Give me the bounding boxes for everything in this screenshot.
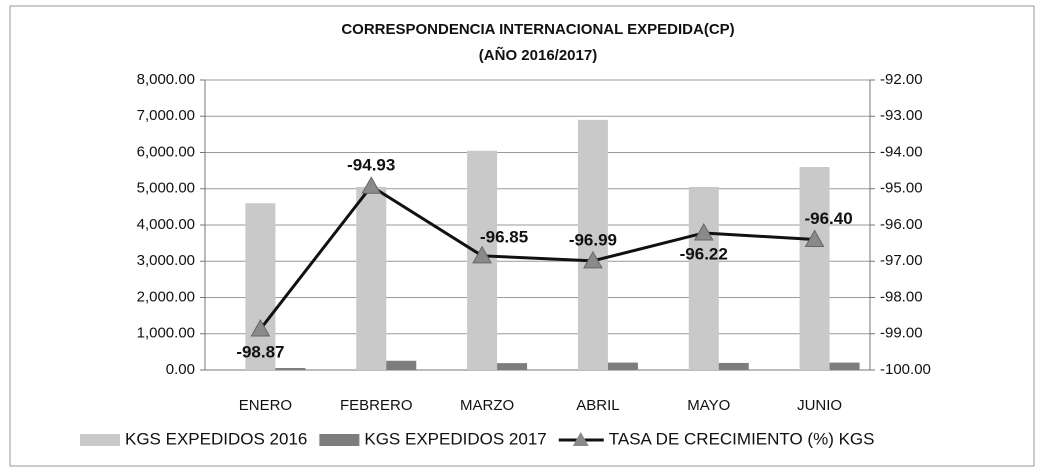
y-tick-label: 4,000.00 [137, 216, 195, 233]
x-tick-label: MAYO [687, 397, 730, 414]
x-tick-label: ABRIL [576, 397, 619, 414]
line-marker [361, 176, 382, 194]
x-tick-label: ENERO [239, 397, 292, 414]
y2-tick-label: -99.00 [880, 325, 923, 342]
bar [829, 362, 860, 370]
bar [497, 363, 528, 370]
bar [356, 186, 387, 370]
y-tick-label: 2,000.00 [137, 288, 195, 305]
line-marker [693, 222, 714, 241]
legend-label: TASA DE CRECIMIENTO (%) KGS [609, 429, 875, 448]
y-tick-label: 1,000.00 [137, 325, 195, 342]
data-label: -94.93 [347, 156, 395, 175]
x-tick-label: FEBRERO [340, 397, 413, 414]
y-tick-label: 0.00 [166, 361, 195, 378]
bar [718, 362, 749, 370]
y-tick-label: 7,000.00 [137, 107, 195, 124]
y2-tick-label: -100.00 [880, 361, 931, 378]
legend-swatch [319, 434, 360, 446]
y2-tick-label: -94.00 [880, 143, 923, 160]
y2-tick-label: -97.00 [880, 252, 923, 269]
chart-subtitle: (AÑO 2016/2017) [479, 46, 597, 64]
bar [275, 368, 306, 370]
bar [688, 186, 719, 370]
y2-tick-label: -93.00 [880, 107, 923, 124]
data-label: -96.22 [680, 244, 728, 263]
data-label: -98.87 [236, 343, 284, 362]
y-tick-label: 8,000.00 [137, 71, 195, 88]
line-marker [583, 250, 603, 269]
y-tick-label: 5,000.00 [137, 180, 195, 197]
bar [245, 203, 276, 370]
data-label: -96.40 [804, 209, 852, 228]
y-tick-label: 6,000.00 [137, 143, 195, 160]
legend-marker [572, 432, 589, 446]
y2-tick-label: -95.00 [880, 180, 923, 197]
bar [577, 119, 608, 370]
y2-tick-label: -92.00 [880, 71, 923, 88]
bar [799, 167, 830, 370]
line-marker [804, 229, 825, 247]
bar [607, 362, 638, 370]
data-label: -96.85 [480, 227, 528, 246]
data-label: -96.99 [569, 230, 617, 249]
chart-title: CORRESPONDENCIA INTERNACIONAL EXPEDIDA(C… [341, 21, 734, 38]
bar [386, 360, 417, 370]
legend-label: KGS EXPEDIDOS 2016 [125, 429, 307, 448]
y2-tick-label: -96.00 [880, 216, 923, 233]
line-marker [250, 319, 271, 337]
y-tick-label: 3,000.00 [137, 252, 195, 269]
y2-tick-label: -98.00 [880, 288, 923, 305]
line [259, 184, 815, 330]
line-marker [472, 245, 492, 264]
x-tick-label: MARZO [460, 397, 514, 414]
chart-frame [9, 5, 1035, 467]
x-tick-label: JUNIO [797, 397, 842, 414]
legend-swatch [80, 434, 120, 446]
legend-label: KGS EXPEDIDOS 2017 [364, 429, 546, 448]
